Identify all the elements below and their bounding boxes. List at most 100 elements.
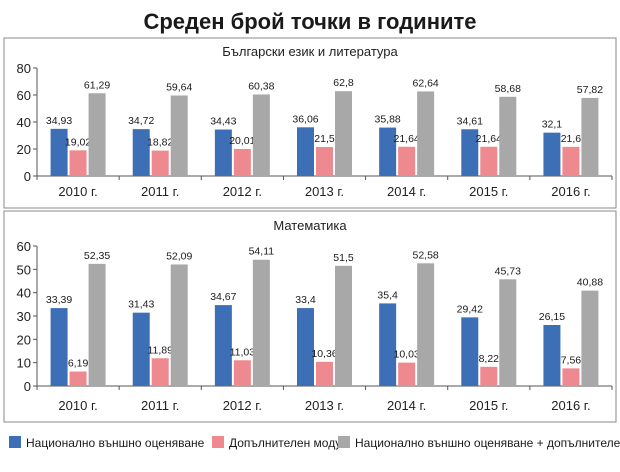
- bar-series-3: [335, 91, 352, 176]
- data-label: 40,88: [577, 277, 603, 289]
- bar-series-2: [69, 150, 87, 176]
- bar-series-3: [170, 264, 188, 386]
- data-label: 21,6: [561, 133, 582, 145]
- data-label: 21,5: [314, 133, 335, 145]
- data-label: 11,89: [147, 344, 173, 356]
- data-label: 45,73: [495, 265, 521, 277]
- y-tick-label: 60: [17, 239, 31, 254]
- x-tick-label: 2016 г.: [551, 398, 590, 413]
- x-tick-label: 2013 г.: [305, 398, 344, 413]
- bar-series-3: [417, 263, 435, 386]
- bar-series-2: [233, 360, 251, 386]
- x-tick-label: 2012 г.: [223, 398, 262, 413]
- y-tick-label: 20: [17, 142, 31, 157]
- data-label: 29,42: [457, 303, 483, 315]
- data-label: 21,64: [394, 133, 420, 145]
- data-label: 62,8: [333, 77, 354, 89]
- legend-label: Национално външно оценяване + допълнител…: [355, 436, 620, 450]
- chart-panels: Български език и литература0204060802010…: [3, 37, 617, 423]
- data-label: 31,43: [128, 299, 154, 311]
- data-label: 7,56: [561, 354, 582, 366]
- data-label: 60,38: [248, 80, 274, 92]
- y-tick-label: 30: [17, 309, 31, 324]
- bar-series-1: [50, 128, 68, 176]
- data-label: 19,02: [65, 136, 91, 148]
- panel-subtitle: Български език и литература: [222, 44, 398, 59]
- y-tick-label: 40: [17, 115, 31, 130]
- legend-label: Допълнителен модул: [229, 436, 348, 450]
- data-label: 52,58: [413, 249, 439, 261]
- legend-item-3: Национално външно оценяване + допълнител…: [338, 436, 620, 450]
- data-label: 35,4: [377, 289, 398, 301]
- bar-series-2: [151, 150, 169, 176]
- bar-series-1: [543, 324, 561, 386]
- bar-series-3: [499, 96, 517, 176]
- bar-series-3: [335, 265, 352, 386]
- bar-series-2: [480, 146, 498, 176]
- x-tick-label: 2015 г.: [469, 398, 508, 413]
- bar-series-2: [233, 148, 251, 176]
- y-tick-label: 60: [17, 88, 31, 103]
- legend-frame: [4, 424, 616, 462]
- bar-series-2: [398, 362, 416, 386]
- x-tick-label: 2013 г.: [305, 184, 344, 199]
- data-label: 54,11: [249, 246, 275, 258]
- data-label: 10,36: [311, 348, 337, 360]
- bar-series-1: [379, 127, 397, 176]
- bar-series-1: [461, 317, 479, 386]
- legend-swatch: [9, 436, 21, 448]
- x-tick-label: 2011 г.: [141, 398, 179, 413]
- panel-subtitle: Математика: [273, 218, 347, 233]
- y-tick-label: 10: [17, 356, 31, 371]
- x-tick-label: 2014 г.: [387, 184, 426, 199]
- x-tick-label: 2015 г.: [469, 184, 508, 199]
- data-label: 8,22: [479, 353, 500, 365]
- bar-series-2: [151, 358, 169, 386]
- data-label: 20,01: [229, 135, 255, 147]
- bar-series-3: [88, 93, 106, 176]
- data-label: 51,5: [333, 252, 354, 264]
- data-label: 61,29: [84, 79, 110, 91]
- bar-series-3: [581, 97, 599, 176]
- data-label: 34,93: [46, 115, 72, 127]
- data-label: 57,82: [577, 84, 603, 96]
- bar-series-3: [252, 259, 270, 386]
- data-label: 18,82: [147, 137, 173, 149]
- x-tick-label: 2010 г.: [58, 398, 97, 413]
- y-tick-label: 50: [17, 262, 31, 277]
- x-tick-label: 2014 г.: [387, 398, 426, 413]
- bar-series-1: [297, 127, 314, 176]
- data-label: 34,61: [457, 115, 483, 127]
- x-tick-label: 2016 г.: [551, 184, 590, 199]
- chart-panel-1: Български език и литература 0 20 40 60 80 2010…: [3, 37, 617, 209]
- bar-series-1: [297, 308, 314, 386]
- bar-series-2: [562, 146, 580, 176]
- bar-series-2: [316, 146, 333, 176]
- data-label: 35,88: [375, 114, 401, 126]
- x-tick-label: 2011 г.: [141, 184, 179, 199]
- bar-series-3: [170, 95, 188, 176]
- data-label: 34,67: [210, 291, 236, 303]
- bar-series-2: [316, 361, 333, 386]
- x-tick-label: 2010 г.: [58, 184, 97, 199]
- data-label: 32,1: [542, 119, 563, 131]
- bar-series-2: [562, 368, 580, 386]
- data-label: 10,03: [394, 349, 420, 361]
- y-tick-label: 40: [17, 286, 31, 301]
- bar-series-1: [214, 305, 232, 386]
- data-label: 52,35: [84, 250, 110, 262]
- data-label: 26,15: [539, 311, 565, 323]
- bar-series-1: [214, 129, 232, 176]
- data-label: 34,43: [210, 116, 236, 128]
- bar-series-2: [480, 366, 498, 386]
- data-label: 58,68: [495, 83, 521, 95]
- y-tick-label: 0: [24, 169, 31, 184]
- bar-series-1: [50, 308, 68, 386]
- data-label: 33,4: [295, 294, 316, 306]
- y-tick-label: 0: [24, 379, 31, 394]
- bar-series-3: [581, 290, 599, 386]
- data-label: 21,64: [476, 133, 502, 145]
- data-label: 36,06: [292, 113, 318, 125]
- legend-item-2: Допълнителен модул: [212, 436, 348, 450]
